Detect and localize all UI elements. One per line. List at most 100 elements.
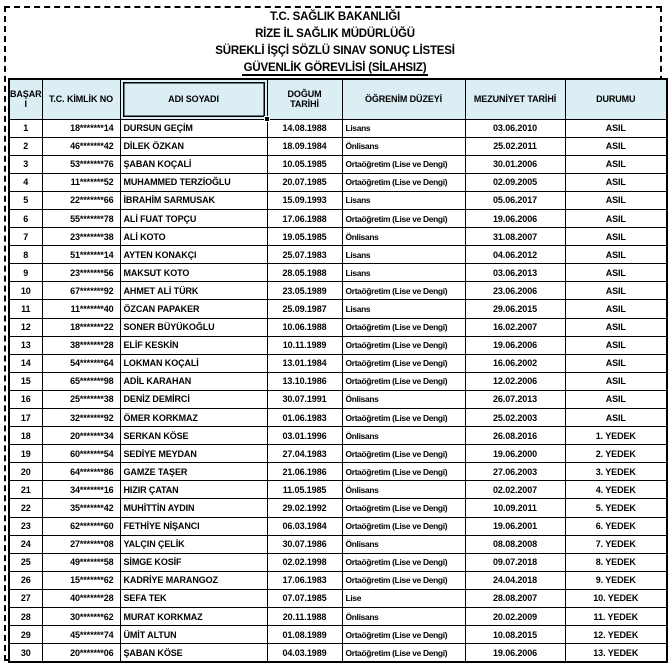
cell-dogum-tarihi[interactable]: 13.01.1984 xyxy=(266,353,343,373)
cell-durumu[interactable]: 7. YEDEK xyxy=(564,534,668,554)
cell-dogum-tarihi[interactable]: 25.07.1983 xyxy=(266,245,343,265)
cell-rank[interactable]: 9 xyxy=(8,263,43,283)
cell-adi-soyadi[interactable]: GAMZE TAŞER xyxy=(119,462,268,482)
cell-ogrenim-duzeyi[interactable]: Ortaöğretim (Lise ve Dengi) xyxy=(341,570,466,590)
cell-durumu[interactable]: 1. YEDEK xyxy=(564,426,668,446)
cell-mezuniyet-tarihi[interactable]: 03.06.2010 xyxy=(464,118,566,138)
cell-rank[interactable]: 13 xyxy=(8,335,43,355)
cell-rank[interactable]: 12 xyxy=(8,317,43,337)
cell-adi-soyadi[interactable]: SONER BÜYÜKOĞLU xyxy=(119,317,268,337)
cell-rank[interactable]: 21 xyxy=(8,480,43,500)
cell-durumu[interactable]: ASIL xyxy=(564,263,668,283)
column-header-adi-soyadi[interactable]: ADI SOYADI xyxy=(119,78,270,122)
cell-ogrenim-duzeyi[interactable]: Ortaöğretim (Lise ve Dengi) xyxy=(341,172,466,192)
cell-mezuniyet-tarihi[interactable]: 24.04.2018 xyxy=(464,570,566,590)
cell-ogrenim-duzeyi[interactable]: Ortaöğretim (Lise ve Dengi) xyxy=(341,444,466,464)
cell-ogrenim-duzeyi[interactable]: Lisans xyxy=(341,118,466,138)
cell-dogum-tarihi[interactable]: 29.02.1992 xyxy=(266,498,343,518)
cell-rank[interactable]: 15 xyxy=(8,371,43,391)
cell-kimlik-no[interactable]: 35*******42 xyxy=(41,498,121,518)
cell-rank[interactable]: 20 xyxy=(8,462,43,482)
cell-mezuniyet-tarihi[interactable]: 25.02.2003 xyxy=(464,407,566,428)
cell-adi-soyadi[interactable]: ÜMİT ALTUN xyxy=(119,625,268,645)
cell-adi-soyadi[interactable]: ŞABAN KÖSE xyxy=(119,643,268,663)
cell-adi-soyadi[interactable]: MURAT KORKMAZ xyxy=(119,607,268,627)
cell-mezuniyet-tarihi[interactable]: 19.06.2006 xyxy=(464,208,566,229)
column-header-durumu[interactable]: DURUMU xyxy=(564,78,668,120)
cell-ogrenim-duzeyi[interactable]: Lisans xyxy=(341,263,466,283)
cell-dogum-tarihi[interactable]: 15.09.1993 xyxy=(266,190,343,210)
cell-kimlik-no[interactable]: 64*******86 xyxy=(41,462,121,482)
cell-dogum-tarihi[interactable]: 10.05.1985 xyxy=(266,154,343,174)
cell-durumu[interactable]: ASIL xyxy=(564,407,668,428)
cell-kimlik-no[interactable]: 23*******38 xyxy=(41,227,121,247)
cell-durumu[interactable]: 3. YEDEK xyxy=(564,462,668,482)
cell-mezuniyet-tarihi[interactable]: 12.02.2006 xyxy=(464,371,566,391)
cell-adi-soyadi[interactable]: HIZIR ÇATAN xyxy=(119,480,268,500)
cell-durumu[interactable]: 11. YEDEK xyxy=(564,607,668,627)
cell-kimlik-no[interactable]: 27*******08 xyxy=(41,534,121,554)
cell-rank[interactable]: 24 xyxy=(8,534,43,554)
cell-ogrenim-duzeyi[interactable]: Ortaöğretim (Lise ve Dengi) xyxy=(341,281,466,301)
cell-durumu[interactable]: ASIL xyxy=(564,227,668,247)
cell-dogum-tarihi[interactable]: 10.06.1988 xyxy=(266,317,343,337)
cell-kimlik-no[interactable]: 62*******60 xyxy=(41,516,121,536)
cell-adi-soyadi[interactable]: ÖZCAN PAPAKER xyxy=(119,299,268,319)
cell-adi-soyadi[interactable]: SERKAN KÖSE xyxy=(119,426,268,446)
cell-dogum-tarihi[interactable]: 19.05.1985 xyxy=(266,227,343,247)
cell-rank[interactable]: 16 xyxy=(8,389,43,410)
cell-rank[interactable]: 23 xyxy=(8,516,43,536)
cell-durumu[interactable]: ASIL xyxy=(564,208,668,229)
cell-durumu[interactable]: 10. YEDEK xyxy=(564,588,668,609)
cell-kimlik-no[interactable]: 25*******38 xyxy=(41,389,121,410)
cell-kimlik-no[interactable]: 60*******54 xyxy=(41,444,121,464)
cell-mezuniyet-tarihi[interactable]: 29.06.2015 xyxy=(464,299,566,319)
cell-ogrenim-duzeyi[interactable]: Ortaöğretim (Lise ve Dengi) xyxy=(341,371,466,391)
cell-ogrenim-duzeyi[interactable]: Önlisans xyxy=(341,534,466,554)
cell-rank[interactable]: 1 xyxy=(8,118,43,138)
cell-dogum-tarihi[interactable]: 28.05.1988 xyxy=(266,263,343,283)
cell-dogum-tarihi[interactable]: 06.03.1984 xyxy=(266,516,343,536)
cell-kimlik-no[interactable]: 49*******58 xyxy=(41,552,121,572)
cell-mezuniyet-tarihi[interactable]: 04.06.2012 xyxy=(464,245,566,265)
cell-kimlik-no[interactable]: 46*******42 xyxy=(41,136,121,156)
cell-mezuniyet-tarihi[interactable]: 02.02.2007 xyxy=(464,480,566,500)
cell-mezuniyet-tarihi[interactable]: 30.01.2006 xyxy=(464,154,566,174)
cell-adi-soyadi[interactable]: ALİ KOTO xyxy=(119,227,268,247)
cell-adi-soyadi[interactable]: AYTEN KONAKÇI xyxy=(119,245,268,265)
cell-ogrenim-duzeyi[interactable]: Ortaöğretim (Lise ve Dengi) xyxy=(341,317,466,337)
cell-mezuniyet-tarihi[interactable]: 25.02.2011 xyxy=(464,136,566,156)
cell-ogrenim-duzeyi[interactable]: Ortaöğretim (Lise ve Dengi) xyxy=(341,462,466,482)
cell-rank[interactable]: 30 xyxy=(8,643,43,663)
cell-ogrenim-duzeyi[interactable]: Ortaöğretim (Lise ve Dengi) xyxy=(341,335,466,355)
cell-kimlik-no[interactable]: 51*******14 xyxy=(41,245,121,265)
cell-dogum-tarihi[interactable]: 23.05.1989 xyxy=(266,281,343,301)
cell-mezuniyet-tarihi[interactable]: 16.06.2002 xyxy=(464,353,566,373)
cell-durumu[interactable]: ASIL xyxy=(564,317,668,337)
cell-rank[interactable]: 28 xyxy=(8,607,43,627)
cell-rank[interactable]: 6 xyxy=(8,208,43,229)
cell-mezuniyet-tarihi[interactable]: 31.08.2007 xyxy=(464,227,566,247)
cell-rank[interactable]: 14 xyxy=(8,353,43,373)
cell-ogrenim-duzeyi[interactable]: Ortaöğretim (Lise ve Dengi) xyxy=(341,208,466,229)
cell-kimlik-no[interactable]: 32*******92 xyxy=(41,407,121,428)
cell-adi-soyadi[interactable]: KADRİYE MARANGOZ xyxy=(119,570,268,590)
cell-mezuniyet-tarihi[interactable]: 20.02.2009 xyxy=(464,607,566,627)
cell-rank[interactable]: 17 xyxy=(8,407,43,428)
cell-ogrenim-duzeyi[interactable]: Ortaöğretim (Lise ve Dengi) xyxy=(341,643,466,663)
cell-kimlik-no[interactable]: 23*******56 xyxy=(41,263,121,283)
cell-durumu[interactable]: 8. YEDEK xyxy=(564,552,668,572)
cell-mezuniyet-tarihi[interactable]: 10.08.2015 xyxy=(464,625,566,645)
cell-mezuniyet-tarihi[interactable]: 16.02.2007 xyxy=(464,317,566,337)
cell-rank[interactable]: 22 xyxy=(8,498,43,518)
cell-rank[interactable]: 2 xyxy=(8,136,43,156)
cell-durumu[interactable]: ASIL xyxy=(564,299,668,319)
cell-durumu[interactable]: ASIL xyxy=(564,389,668,410)
cell-adi-soyadi[interactable]: SİMGE KOSİF xyxy=(119,552,268,572)
cell-dogum-tarihi[interactable]: 03.01.1996 xyxy=(266,426,343,446)
cell-ogrenim-duzeyi[interactable]: Lise xyxy=(341,588,466,609)
cell-durumu[interactable]: ASIL xyxy=(564,371,668,391)
cell-ogrenim-duzeyi[interactable]: Önlisans xyxy=(341,480,466,500)
cell-kimlik-no[interactable]: 20*******06 xyxy=(41,643,121,663)
cell-mezuniyet-tarihi[interactable]: 10.09.2011 xyxy=(464,498,566,518)
